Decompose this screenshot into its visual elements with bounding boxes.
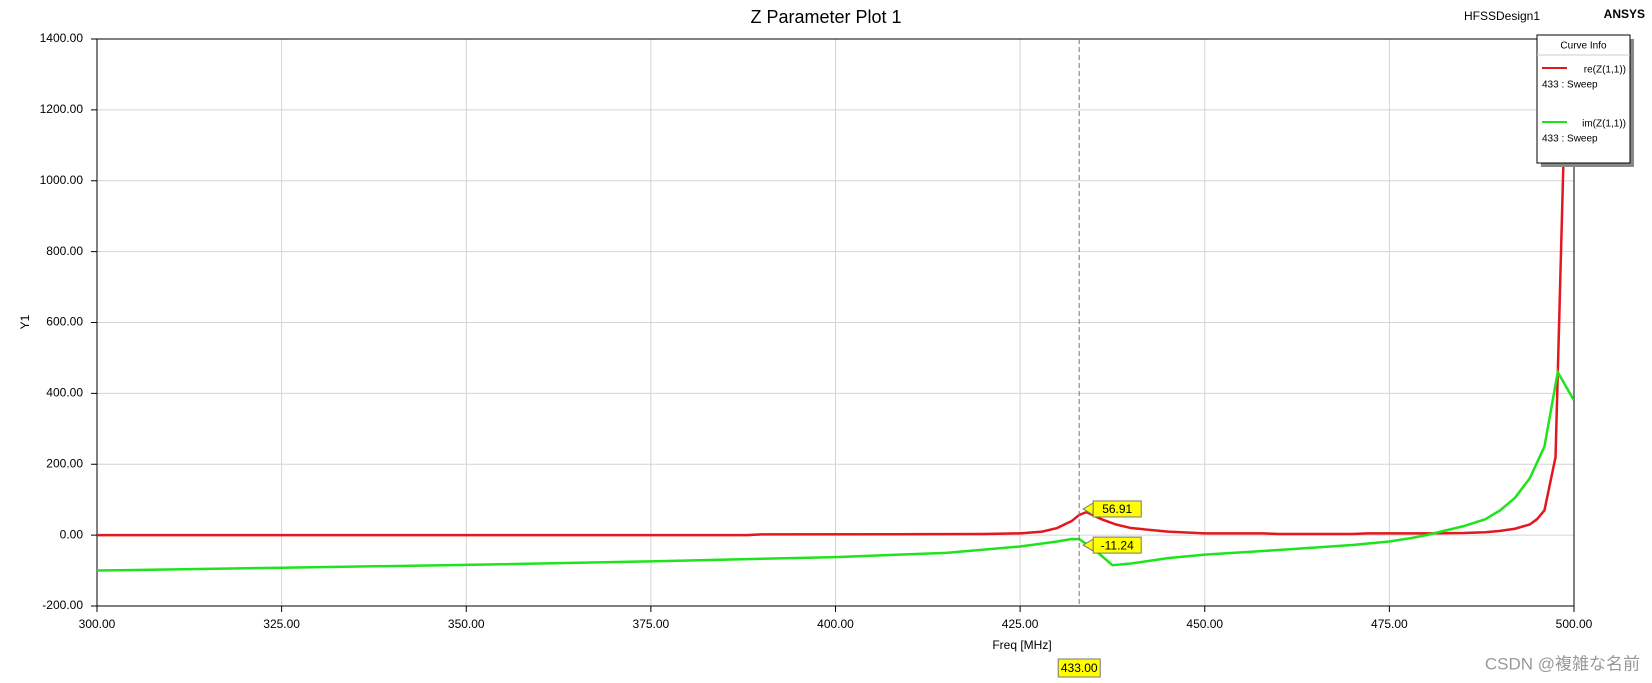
- y-tick-label: 600.00: [46, 315, 83, 329]
- y-tick-label: -200.00: [42, 598, 83, 612]
- marker-value-label: 56.91: [1102, 502, 1132, 516]
- series-line: [97, 368, 1574, 572]
- marker-value-box: [1092, 500, 1142, 518]
- legend-sweep: 433 : Sweep: [1542, 134, 1598, 145]
- watermark: CSDN @複雑な名前: [1485, 654, 1640, 673]
- plot-lines: [97, 39, 1574, 572]
- legend-sweep: 433 : Sweep: [1542, 80, 1598, 91]
- marker-value-box: [1092, 536, 1142, 554]
- x-tick-label: 425.00: [1002, 617, 1039, 631]
- x-tick-label: 325.00: [263, 617, 300, 631]
- series-line: [97, 39, 1569, 537]
- y-axis-label: Y1: [18, 314, 32, 329]
- x-tick-label: 350.00: [448, 617, 485, 631]
- x-axis-label: Freq [MHz]: [992, 638, 1051, 652]
- design-name: HFSSDesign1: [1464, 9, 1540, 23]
- chart-title: Z Parameter Plot 1: [750, 7, 901, 27]
- x-tick-label: 300.00: [79, 617, 116, 631]
- y-tick-label: 1400.00: [40, 31, 84, 45]
- legend-label: re(Z(1,1)): [1584, 65, 1626, 76]
- marker-pointer: [1082, 538, 1094, 552]
- x-tick-label: 500.00: [1556, 617, 1593, 631]
- plot-frame: [96, 38, 1575, 607]
- y-tick-label: 400.00: [46, 386, 83, 400]
- y-tick-label: 1200.00: [40, 102, 84, 116]
- marker-x-box: [1057, 658, 1101, 678]
- brand: ANSYS: [1604, 7, 1645, 21]
- marker-value-label: -11.24: [1101, 538, 1134, 552]
- y-tick-label: 1000.00: [40, 173, 84, 187]
- legend-label: im(Z(1,1)): [1582, 119, 1626, 130]
- legend-box: [1536, 34, 1631, 164]
- x-tick-label: 450.00: [1186, 617, 1223, 631]
- marker-x-label: 433.00: [1061, 661, 1098, 675]
- x-tick-label: 400.00: [817, 617, 854, 631]
- y-tick-label: 0.00: [60, 527, 84, 541]
- x-tick-label: 375.00: [633, 617, 670, 631]
- y-tick-label: 200.00: [46, 456, 83, 470]
- y-tick-label: 800.00: [46, 244, 83, 258]
- x-tick-label: 475.00: [1371, 617, 1408, 631]
- legend-title: Curve Info: [1560, 41, 1607, 52]
